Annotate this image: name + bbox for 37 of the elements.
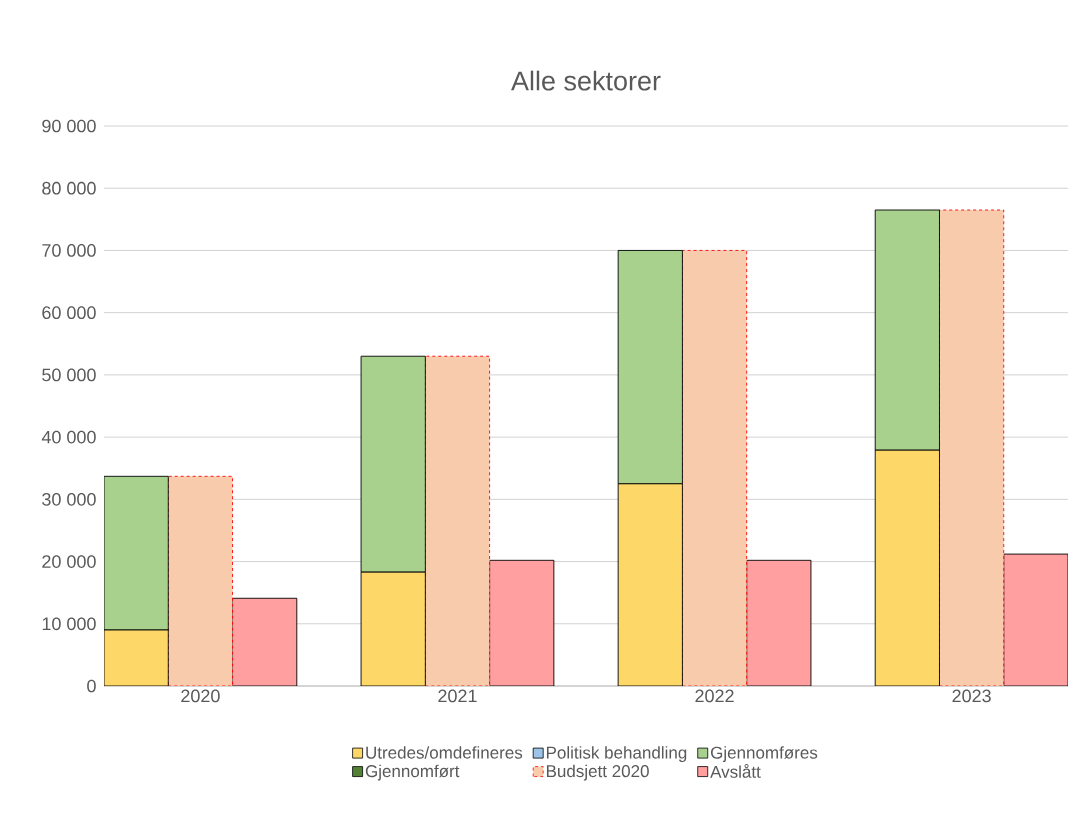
bar bbox=[167, 475, 233, 686]
legend-label: Avslått bbox=[710, 763, 761, 778]
bar bbox=[617, 483, 683, 686]
y-tick-label: 90 000 bbox=[42, 119, 96, 133]
x-tick-label: 2020 bbox=[181, 689, 220, 703]
bar bbox=[360, 571, 426, 686]
y-tick-label: 0 bbox=[87, 679, 96, 693]
chart-title: Alle sektorer bbox=[511, 70, 661, 91]
y-tick-label: 30 000 bbox=[42, 492, 96, 506]
y-tick-label: 20 000 bbox=[42, 555, 96, 568]
bar bbox=[489, 559, 555, 686]
legend-label: Utredes/omdefineres bbox=[366, 746, 523, 759]
y-tick-label: 80 000 bbox=[42, 181, 96, 195]
bar bbox=[746, 559, 812, 686]
legend-label: Gjennomført bbox=[365, 764, 460, 781]
y-tick-label: 60 000 bbox=[42, 306, 96, 320]
y-tick-label: 50 000 bbox=[42, 368, 96, 382]
x-tick-label: 2022 bbox=[695, 689, 734, 703]
bar bbox=[939, 209, 1005, 686]
bar bbox=[232, 597, 298, 686]
bar bbox=[104, 475, 169, 631]
y-tick-label: 70 000 bbox=[42, 244, 96, 257]
bar bbox=[617, 250, 683, 485]
bar bbox=[874, 209, 940, 451]
x-tick-label: 2021 bbox=[438, 689, 477, 703]
bar bbox=[1003, 553, 1069, 686]
bar bbox=[424, 355, 491, 686]
bar bbox=[874, 449, 940, 686]
y-tick-label: 40 000 bbox=[41, 430, 96, 444]
bar bbox=[681, 250, 748, 686]
legend-label: Budsjett 2020 bbox=[546, 764, 649, 781]
legend-label: Politisk behandling bbox=[546, 746, 687, 763]
x-tick-label: 2023 bbox=[952, 689, 991, 703]
bar bbox=[360, 355, 426, 573]
y-tick-label: 10 000 bbox=[42, 617, 96, 631]
legend-label: Gjennomføres bbox=[710, 746, 818, 763]
bar bbox=[104, 629, 169, 686]
